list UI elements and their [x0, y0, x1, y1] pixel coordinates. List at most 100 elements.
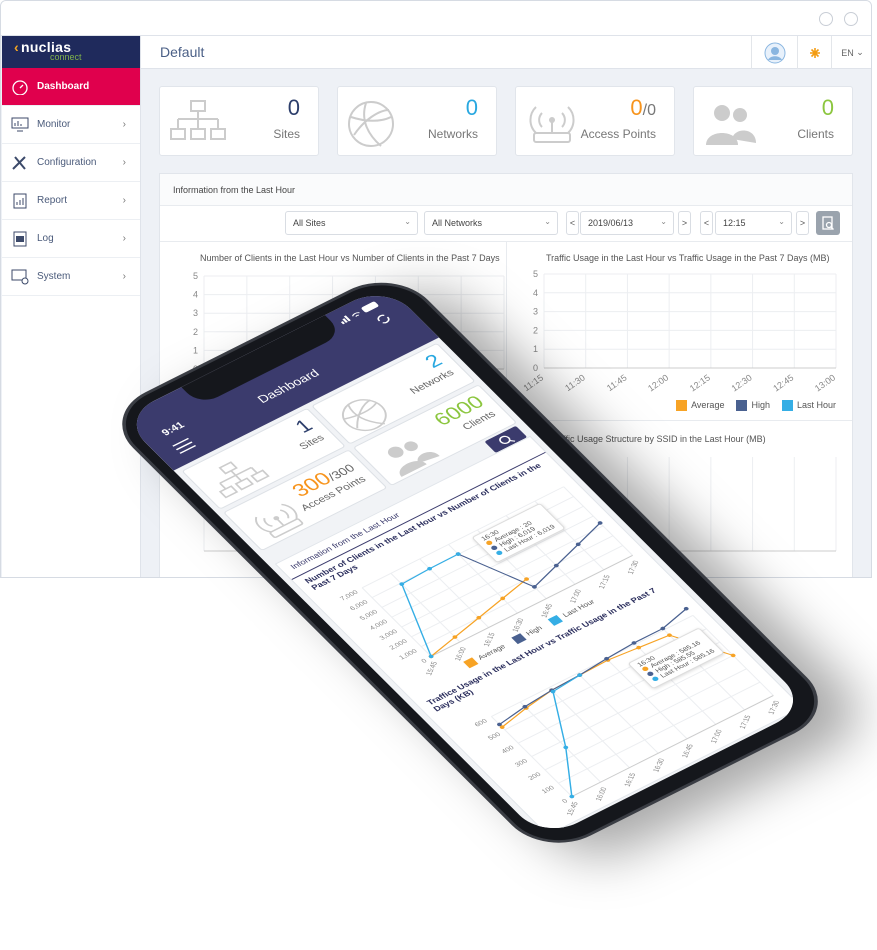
data-point	[631, 641, 637, 645]
stat-value: 0	[287, 95, 300, 120]
y-tick-label: 0	[561, 798, 569, 805]
page-title: Default	[160, 44, 205, 60]
x-tick-label: 17:15	[739, 714, 753, 729]
refresh-icon[interactable]	[372, 311, 396, 328]
stat-card-access-points[interactable]: 0/0 Access Points	[515, 86, 675, 156]
search-report-icon	[822, 216, 834, 230]
time-prev-button[interactable]: <	[700, 211, 713, 235]
sidebar-item-report[interactable]: Report ›	[2, 182, 140, 220]
data-point	[522, 704, 528, 709]
sidebar-item-label: System	[37, 271, 71, 282]
time-next-button[interactable]: >	[796, 211, 809, 235]
y-tick-label: 600	[474, 718, 490, 728]
data-point	[499, 725, 505, 729]
menu-icon[interactable]	[172, 437, 197, 454]
stat-value: 1	[290, 415, 318, 438]
logo: ‹ nuclias connect	[2, 36, 140, 68]
logo-sub: connect	[50, 52, 82, 62]
desktop-window: ‹ nuclias connect Dashboard Monitor › Config…	[0, 0, 872, 578]
stat-card-clients[interactable]: 0 Clients	[693, 86, 853, 156]
phone-stat-card-sites[interactable]: 1 Sites	[181, 407, 346, 510]
language-select[interactable]: EN ⌄	[831, 36, 871, 69]
stat-value: 0	[465, 95, 478, 120]
data-point	[604, 656, 610, 661]
x-tick-label: 12:00	[646, 372, 670, 393]
y-tick-label: 4	[193, 290, 198, 300]
search-button[interactable]	[816, 211, 840, 235]
data-point	[597, 521, 603, 525]
report-icon	[11, 193, 29, 209]
series-line-last-hour	[400, 553, 459, 657]
grid-line	[577, 672, 659, 754]
grid-line	[391, 515, 594, 618]
sidebar-item-monitor[interactable]: Monitor ›	[2, 106, 140, 144]
phone-stat-card-networks[interactable]: 2 Networks	[311, 342, 476, 445]
network-select-value: All Networks	[432, 218, 483, 228]
y-tick-label: 7,000	[339, 589, 360, 602]
date-prev-button[interactable]: <	[566, 211, 579, 235]
grid-line	[361, 486, 565, 589]
panel-title: Information from the Last Hour	[160, 174, 852, 206]
x-tick-label: 16:15	[624, 772, 638, 787]
grid-line	[361, 587, 432, 657]
user-avatar-button[interactable]	[751, 36, 797, 69]
y-tick-label: 4	[533, 288, 538, 298]
legend-item-last-hour[interactable]: Last Hour	[781, 400, 836, 412]
y-tick-label: 6,000	[349, 599, 370, 612]
sidebar-item-dashboard[interactable]: Dashboard	[2, 68, 140, 106]
data-point	[575, 542, 581, 547]
date-next-button[interactable]: >	[678, 211, 691, 235]
system-icon	[11, 269, 29, 285]
stat-label: Sites	[273, 127, 300, 141]
grid-line	[519, 701, 602, 783]
grid-line	[490, 716, 573, 797]
grid-line	[491, 615, 694, 717]
phone-mockup: 9:41 Dashboard 1 Sites 2 Networks 300/300 Acc…	[100, 267, 841, 859]
phone-stat-card-clients[interactable]: 6000 Clients	[352, 384, 518, 486]
data-point	[553, 563, 559, 568]
data-point	[524, 577, 529, 581]
time-select[interactable]: 12:15 ⌄	[715, 211, 792, 235]
stat-card-sites[interactable]: 0 Sites	[159, 86, 319, 156]
phone-search-button[interactable]	[484, 425, 528, 453]
phone-stat-card-access-points[interactable]: 300/300 Access Points	[222, 449, 388, 552]
legend-item-high[interactable]: High	[736, 400, 770, 412]
y-tick-label: 4,000	[369, 619, 390, 632]
stat-label: Clients	[797, 127, 834, 141]
data-point	[683, 606, 689, 611]
data-point	[452, 635, 458, 639]
site-select[interactable]: All Sites ⌄	[285, 211, 418, 235]
sidebar-item-label: Log	[37, 233, 54, 244]
legend-label: Average	[691, 400, 725, 410]
data-point	[563, 745, 569, 750]
grid-line	[531, 655, 734, 757]
y-tick-label: 2	[193, 327, 198, 337]
phone-screen: 9:41 Dashboard 1 Sites 2 Networks 300/300 Acc…	[120, 284, 810, 840]
stat-card-networks[interactable]: 0 Networks	[337, 86, 497, 156]
legend-item-average[interactable]: Average	[676, 400, 725, 412]
chevron-right-icon: ›	[122, 119, 126, 130]
grid-line	[558, 681, 761, 784]
grid-line	[606, 658, 688, 740]
grid-line	[544, 668, 747, 771]
date-select[interactable]: 2019/06/13 ⌄	[580, 211, 674, 235]
legend-label: High	[751, 400, 770, 410]
sidebar-item-configuration[interactable]: Configuration ›	[2, 144, 140, 182]
x-tick-label: 17:00	[710, 729, 724, 744]
x-tick-label: 16:45	[681, 743, 695, 758]
x-tick-label: 17:30	[627, 560, 641, 575]
dashboard-gauge-icon	[11, 79, 29, 95]
minimize-control[interactable]	[819, 12, 833, 26]
maximize-control[interactable]	[844, 12, 858, 26]
x-tick-label: 11:45	[605, 372, 629, 393]
data-point	[550, 689, 556, 694]
sparkle-button[interactable]	[797, 36, 831, 69]
data-point	[660, 626, 666, 631]
site-select-value: All Sites	[293, 218, 326, 228]
search-icon	[499, 435, 516, 444]
series-line-average	[501, 634, 734, 728]
sidebar-item-system[interactable]: System ›	[2, 258, 140, 296]
sidebar-item-log[interactable]: Log ›	[2, 220, 140, 258]
network-select[interactable]: All Networks ⌄	[424, 211, 558, 235]
time-value: 12:15	[723, 218, 746, 228]
